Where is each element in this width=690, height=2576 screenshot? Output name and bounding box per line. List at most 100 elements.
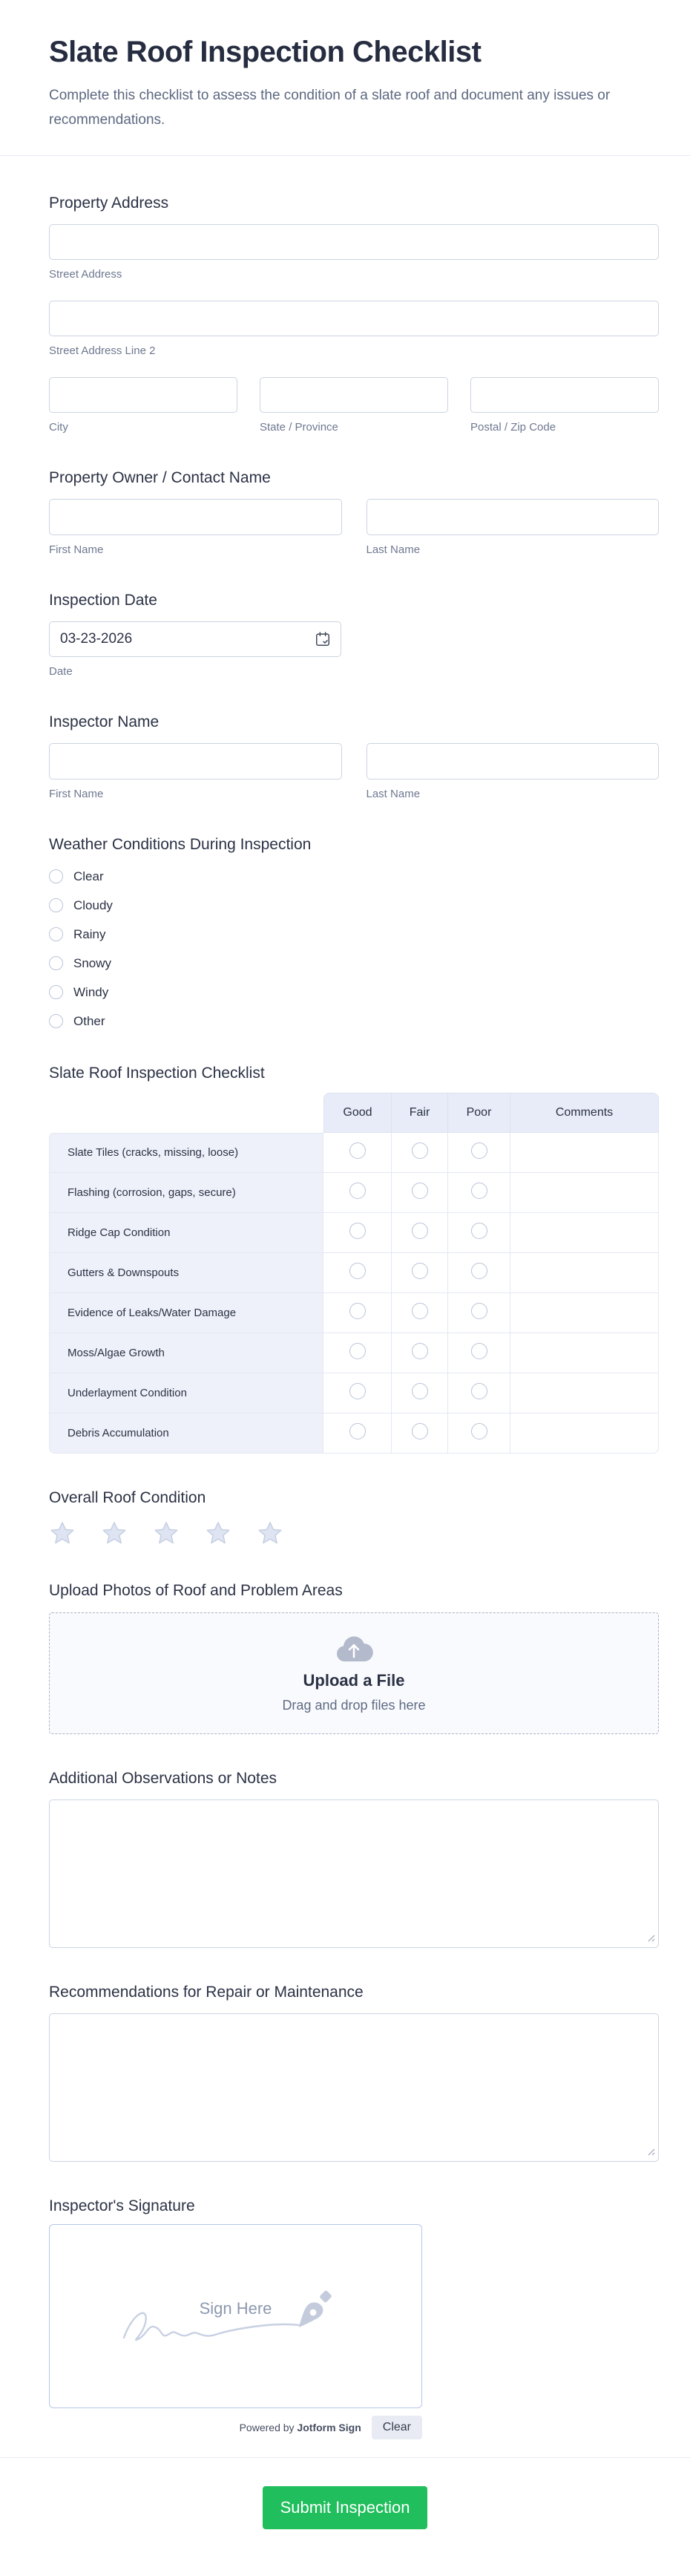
postal-input[interactable]	[470, 376, 659, 413]
matrix-comment-cell[interactable]	[510, 1252, 659, 1293]
matrix-radio-fair[interactable]	[411, 1262, 428, 1279]
matrix-radio-fair[interactable]	[411, 1222, 428, 1239]
matrix-radio-poor[interactable]	[470, 1222, 487, 1239]
matrix-radio-poor[interactable]	[470, 1382, 487, 1399]
owner-name-inputs	[49, 498, 659, 535]
matrix-comment-cell[interactable]	[510, 1212, 659, 1253]
resize-handle-icon[interactable]	[646, 1933, 655, 1942]
inspector-last-name-sublabel: Last Name	[366, 787, 421, 800]
question-property-address: Property Address Street Address Street A…	[49, 194, 659, 434]
matrix-radio-good[interactable]	[349, 1142, 366, 1159]
matrix-radio-good[interactable]	[349, 1422, 366, 1439]
matrix-radio-fair[interactable]	[411, 1342, 428, 1359]
star-icon[interactable]	[49, 1520, 76, 1546]
property-address-label: Property Address	[49, 194, 169, 212]
star-icon[interactable]	[257, 1520, 283, 1546]
owner-first-name-input[interactable]	[49, 498, 342, 535]
matrix-radio-fair[interactable]	[411, 1302, 428, 1319]
matrix-cell-fair	[392, 1292, 448, 1333]
matrix-comment-cell[interactable]	[510, 1373, 659, 1413]
cloud-upload-icon	[337, 1636, 373, 1661]
matrix-radio-good[interactable]	[349, 1302, 366, 1319]
observations-field	[49, 1799, 659, 1948]
weather-radio[interactable]	[49, 898, 63, 912]
header-divider	[0, 154, 690, 156]
checklist-row-label: Evidence of Leaks/Water Damage	[49, 1292, 323, 1333]
matrix-cell-poor	[448, 1292, 510, 1333]
city-input[interactable]	[49, 376, 237, 413]
matrix-radio-good[interactable]	[349, 1342, 366, 1359]
weather-option[interactable]: Windy	[49, 985, 659, 1000]
matrix-comment-cell[interactable]	[510, 1413, 659, 1454]
weather-option[interactable]: Cloudy	[49, 898, 659, 913]
state-input[interactable]	[260, 376, 448, 413]
matrix-radio-poor[interactable]	[470, 1422, 487, 1439]
matrix-cell-poor	[448, 1212, 510, 1253]
weather-option-label: Windy	[73, 984, 109, 999]
signature-pad[interactable]: Sign Here	[49, 2223, 422, 2408]
weather-option[interactable]: Other	[49, 1014, 659, 1029]
matrix-cell-poor	[448, 1413, 510, 1454]
matrix-comment-cell[interactable]	[510, 1333, 659, 1373]
recommendations-textarea[interactable]	[49, 2013, 659, 2162]
weather-radio[interactable]	[49, 869, 63, 883]
matrix-radio-poor[interactable]	[470, 1182, 487, 1199]
checklist-row-label: Ridge Cap Condition	[49, 1212, 323, 1253]
date-sublabel: Date	[49, 664, 73, 678]
matrix-radio-good[interactable]	[349, 1382, 366, 1399]
matrix-radio-poor[interactable]	[470, 1262, 487, 1279]
checklist-row-label: Gutters & Downspouts	[49, 1252, 323, 1293]
weather-option[interactable]: Snowy	[49, 956, 659, 971]
matrix-radio-fair[interactable]	[411, 1142, 428, 1159]
upload-button-text: Upload a File	[303, 1671, 405, 1690]
weather-radio[interactable]	[49, 927, 63, 941]
submit-button[interactable]: Submit Inspection	[263, 2485, 427, 2529]
inspector-last-name-input[interactable]	[366, 742, 659, 779]
matrix-radio-fair[interactable]	[411, 1182, 428, 1199]
weather-option[interactable]: Rainy	[49, 927, 659, 942]
weather-radio[interactable]	[49, 1014, 63, 1028]
matrix-radio-poor[interactable]	[470, 1342, 487, 1359]
street-address2-input[interactable]	[49, 300, 659, 336]
matrix-cell-good	[323, 1292, 392, 1333]
clear-signature-button[interactable]: Clear	[371, 2415, 422, 2439]
matrix-radio-poor[interactable]	[470, 1142, 487, 1159]
column-header-fair: Fair	[392, 1092, 448, 1133]
upload-label: Upload Photos of Roof and Problem Areas	[49, 1581, 343, 1599]
question-checklist: Slate Roof Inspection Checklist Good Fai…	[49, 1065, 659, 1454]
street-address-input[interactable]	[49, 223, 659, 260]
matrix-comment-cell[interactable]	[510, 1292, 659, 1333]
matrix-comment-cell[interactable]	[510, 1172, 659, 1213]
star-icon[interactable]	[205, 1520, 231, 1546]
matrix-radio-good[interactable]	[349, 1182, 366, 1199]
question-owner-name: Property Owner / Contact Name First Name…	[49, 469, 659, 556]
calendar-icon[interactable]	[315, 631, 331, 647]
date-field	[49, 621, 341, 657]
matrix-radio-poor[interactable]	[470, 1302, 487, 1319]
star-icon[interactable]	[153, 1520, 180, 1546]
submit-section: Submit Inspection	[0, 2458, 690, 2568]
matrix-radio-good[interactable]	[349, 1222, 366, 1239]
weather-radio[interactable]	[49, 985, 63, 999]
overall-condition-label: Overall Roof Condition	[49, 1488, 206, 1506]
city-sublabel: City	[49, 420, 68, 434]
file-dropzone[interactable]: Upload a File Drag and drop files here	[49, 1612, 659, 1734]
column-header-good: Good	[323, 1092, 392, 1133]
checklist-corner-cell	[49, 1093, 323, 1133]
star-icon[interactable]	[101, 1520, 128, 1546]
weather-radio[interactable]	[49, 956, 63, 970]
matrix-radio-fair[interactable]	[411, 1422, 428, 1439]
matrix-radio-good[interactable]	[349, 1262, 366, 1279]
owner-last-name-input[interactable]	[366, 498, 659, 535]
matrix-comment-cell[interactable]	[510, 1132, 659, 1173]
resize-handle-icon[interactable]	[646, 2147, 655, 2156]
matrix-cell-fair	[392, 1252, 448, 1293]
observations-textarea[interactable]	[49, 1799, 659, 1948]
date-input[interactable]	[49, 621, 341, 657]
owner-last-name-sublabel: Last Name	[366, 543, 421, 556]
question-recommendations: Recommendations for Repair or Maintenanc…	[49, 1984, 659, 2162]
weather-option[interactable]: Clear	[49, 869, 659, 884]
matrix-radio-fair[interactable]	[411, 1382, 428, 1399]
inspector-first-name-input[interactable]	[49, 742, 342, 779]
owner-name-label: Property Owner / Contact Name	[49, 468, 271, 486]
